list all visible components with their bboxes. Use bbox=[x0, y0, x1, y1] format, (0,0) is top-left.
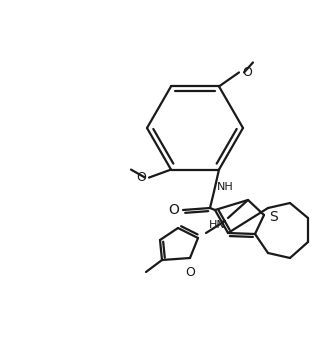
Text: O: O bbox=[169, 203, 179, 217]
Text: O: O bbox=[242, 66, 252, 79]
Text: S: S bbox=[269, 210, 278, 224]
Text: HN: HN bbox=[209, 220, 226, 230]
Text: NH: NH bbox=[217, 182, 234, 191]
Text: O: O bbox=[136, 171, 146, 184]
Text: O: O bbox=[185, 266, 195, 279]
